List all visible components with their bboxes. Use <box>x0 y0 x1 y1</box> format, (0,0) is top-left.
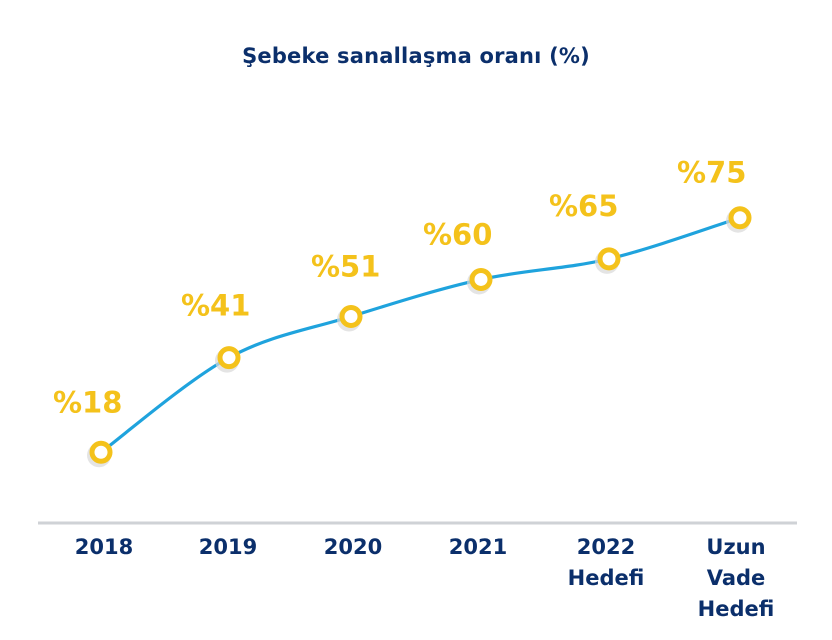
x-tick-label: Uzun Vade Hedefi <box>698 535 775 621</box>
x-tick-label: 2018 <box>75 535 133 559</box>
x-tick-label: 2021 <box>449 535 507 559</box>
series-line <box>99 216 742 454</box>
data-label: %51 <box>311 249 380 283</box>
data-label: %60 <box>423 217 492 251</box>
data-label: %65 <box>549 189 618 223</box>
x-tick-label: 2022 Hedefi <box>568 535 645 590</box>
data-point-marker <box>215 346 241 373</box>
value-labels-group: %18 %41 %51 %60 %65 %75 <box>53 156 746 420</box>
data-point-marker <box>467 267 493 295</box>
markers-group <box>87 206 752 468</box>
x-tick-labels-group: 2018 2019 2020 2021 2022 Hedefi Uzun Vade Hedefi <box>75 535 775 621</box>
data-point-marker <box>595 247 621 274</box>
data-point-marker <box>726 206 752 233</box>
data-point-marker <box>337 304 363 332</box>
x-tick-label: 2019 <box>199 535 257 559</box>
chart-title: Şebeke sanallaşma oranı (%) <box>242 44 590 68</box>
data-label: %75 <box>677 156 746 190</box>
data-label: %18 <box>53 385 122 419</box>
data-label: %41 <box>181 289 250 323</box>
data-point-marker <box>87 440 113 468</box>
x-tick-label: 2020 <box>324 535 382 559</box>
